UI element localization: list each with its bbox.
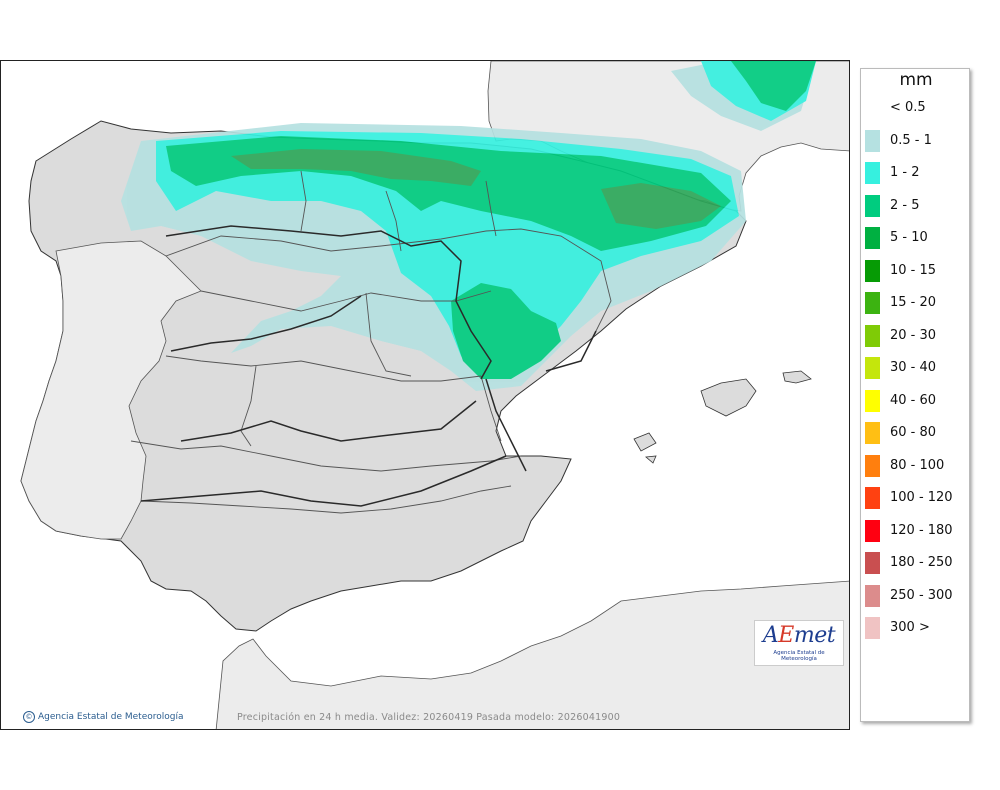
legend-swatch (865, 129, 880, 152)
portugal-landmass (20, 240, 202, 540)
legend-item: 20 - 30 (861, 324, 971, 349)
precipitation-map: © Agencia Estatal de Meteorología Precipi… (0, 60, 850, 730)
legend-label: 40 - 60 (890, 392, 937, 408)
precip-2-5-north-sea (731, 61, 816, 111)
legend-item: 0.5 - 1 (861, 129, 971, 154)
legend-swatch (865, 97, 880, 119)
legend-label: 5 - 10 (890, 230, 928, 245)
legend-swatch (865, 487, 880, 509)
legend-swatch (865, 194, 880, 217)
legend-label: 80 - 100 (890, 457, 945, 473)
legend-label: 2 - 5 (890, 197, 920, 213)
legend-label: 120 - 180 (890, 522, 953, 538)
mallorca (700, 378, 757, 417)
copyright-icon: © (23, 711, 35, 723)
region-borders (130, 170, 612, 514)
legend-label: 30 - 40 (890, 360, 937, 375)
legend-item: 2 - 5 (861, 194, 971, 219)
precipitation-layer (121, 61, 816, 391)
legend-swatch (865, 422, 880, 444)
legend-swatch (865, 227, 880, 249)
legend-label: 180 - 250 (890, 555, 953, 570)
legend-item: 5 - 10 (861, 227, 971, 251)
legend-item: 120 - 180 (861, 519, 971, 544)
map-canvas (20, 61, 849, 729)
precip-2-5-iberico (451, 283, 561, 379)
legend-item: 15 - 20 (861, 292, 971, 316)
legend-item: 80 - 100 (861, 454, 971, 479)
legend-swatch (865, 292, 880, 314)
legend-item: 300 > (861, 617, 971, 641)
aemet-logo: AEmet Agencia Estatal de Meteorología (754, 620, 844, 666)
legend-label: 300 > (890, 620, 930, 635)
legend-item: 180 - 250 (861, 552, 971, 576)
precipitation-legend: mm < 0.5 0.5 - 1 1 - 2 2 - 5 5 - 10 10 - 15 15… (860, 68, 970, 722)
legend-item: 60 - 80 (861, 422, 971, 446)
precip-5-10-pyrenees (601, 183, 721, 229)
legend-swatch (865, 162, 880, 184)
validity-caption: Precipitación en 24 h media. Validez: 20… (237, 712, 621, 723)
legend-item: 100 - 120 (861, 487, 971, 511)
legend-label: 1 - 2 (890, 165, 920, 180)
legend-swatch (865, 552, 880, 574)
legend-item: 30 - 40 (861, 357, 971, 381)
legend-swatch (865, 259, 880, 282)
ibiza (633, 432, 657, 452)
agency-credit-text: Agencia Estatal de Meteorología (38, 712, 184, 722)
legend-label: 10 - 15 (890, 262, 937, 278)
legend-item: < 0.5 (861, 97, 971, 121)
aemet-logo-subtitle: Agencia Estatal de Meteorología (773, 650, 825, 662)
community-borders (140, 225, 597, 507)
legend-swatch (865, 324, 880, 347)
formentera (645, 455, 657, 464)
legend-swatch (865, 584, 880, 607)
legend-item: 1 - 2 (861, 162, 971, 186)
legend-label: 60 - 80 (890, 425, 937, 440)
legend-swatch (865, 389, 880, 412)
legend-label: < 0.5 (890, 100, 926, 115)
agency-credit: © Agencia Estatal de Meteorología (23, 711, 184, 723)
legend-label: 250 - 300 (890, 587, 953, 603)
legend-label: 100 - 120 (890, 490, 953, 505)
legend-item: 250 - 300 (861, 584, 971, 609)
legend-item: 40 - 60 (861, 389, 971, 414)
legend-swatch (865, 357, 880, 379)
legend-label: 20 - 30 (890, 327, 937, 343)
legend-unit: mm (899, 70, 933, 90)
legend-item: 10 - 15 (861, 259, 971, 284)
legend-swatch (865, 519, 880, 542)
legend-swatch (865, 454, 880, 477)
precip-5-10-zone (231, 149, 481, 186)
legend-label: 15 - 20 (890, 295, 937, 310)
menorca (782, 370, 812, 384)
legend-label: 0.5 - 1 (890, 132, 932, 148)
legend-swatch (865, 617, 880, 639)
africa-landmass (215, 580, 849, 729)
